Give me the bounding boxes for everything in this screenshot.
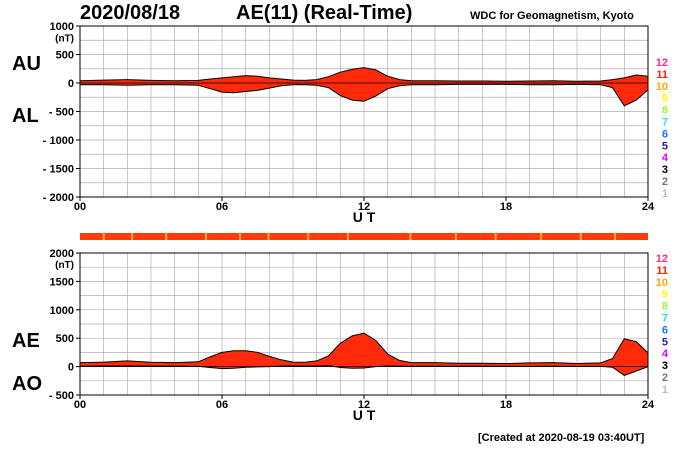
panel1-station-legend-1: 1 <box>662 188 668 200</box>
panel1-station-legend-12: 12 <box>656 57 668 69</box>
chart-date: 2020/08/18 <box>80 2 181 24</box>
station-status-tick <box>454 233 457 240</box>
panel1-series-al <box>80 83 649 107</box>
station-status-tick <box>239 233 242 240</box>
al-label: AL <box>12 105 39 127</box>
panel1-station-legend-3: 3 <box>662 164 668 176</box>
panel2-y-tick-label: 2000 <box>50 248 74 260</box>
panel1-y-tick-label: 1000 <box>50 21 74 33</box>
station-status-tick <box>540 233 543 240</box>
panel1-station-legend-6: 6 <box>662 128 668 140</box>
ao-label: AO <box>12 373 42 395</box>
station-status-strip <box>80 233 648 240</box>
panel1-station-legend-2: 2 <box>662 176 668 188</box>
panel2-x-tick-label: 24 <box>642 399 655 411</box>
panel2-station-legend-10: 10 <box>656 277 668 289</box>
panel2-station-legend-1: 1 <box>662 384 668 396</box>
panel1-x-tick-label: 24 <box>642 201 655 213</box>
station-status-tick <box>346 233 349 240</box>
station-status-tick <box>204 233 207 240</box>
created-timestamp: [Created at 2020-08-19 03:40UT] <box>478 432 645 444</box>
panel2-unit-label: (nT) <box>55 260 74 271</box>
station-status-tick <box>494 233 497 240</box>
panel1-y-tick-label: 0 <box>68 78 74 90</box>
station-status-tick <box>102 233 105 240</box>
panel1-y-tick-label: - 500 <box>49 107 74 119</box>
panel2-y-tick-label: 500 <box>56 333 74 345</box>
au-label: AU <box>12 53 41 75</box>
panel2-x-axis-label: U T <box>353 407 376 423</box>
panel1-y-tick-label: - 1000 <box>43 135 74 147</box>
panel1-station-legend-9: 9 <box>662 93 668 105</box>
panel1-x-tick-label: 06 <box>216 201 228 213</box>
panel2-station-legend-9: 9 <box>662 289 668 301</box>
panel1-x-tick-label: 12 <box>358 201 370 213</box>
panel1-series-au <box>79 67 649 82</box>
panel2-station-legend-12: 12 <box>656 253 668 265</box>
panel1-unit-label: (nT) <box>55 33 74 44</box>
station-status-tick <box>307 233 310 240</box>
panel2-x-tick-label: 12 <box>358 399 370 411</box>
panel2-x-tick-label: 00 <box>74 399 86 411</box>
panel2-band-fill <box>80 333 648 376</box>
panel1-station-legend-10: 10 <box>656 81 668 93</box>
panel1-x-tick-label: 00 <box>74 201 86 213</box>
panel1-y-tick-label: 500 <box>56 50 74 62</box>
station-status-tick <box>267 233 270 240</box>
panel1-x-axis-label: U T <box>353 209 376 225</box>
panel2-y-tick-label: - 500 <box>49 390 74 402</box>
ae-label: AE <box>12 330 40 352</box>
station-status-tick <box>409 233 412 240</box>
panel2-y-tick-label: 0 <box>68 362 74 374</box>
organization-label: WDC for Geomagnetism, Kyoto <box>470 10 634 22</box>
panel1-x-tick-label: 18 <box>500 201 512 213</box>
panel1-station-legend-8: 8 <box>662 105 668 117</box>
panel1-band-fill <box>80 67 648 106</box>
station-status-tick <box>579 233 582 240</box>
chart-title: AE(11) (Real-Time) <box>236 2 413 24</box>
panel2-station-legend-6: 6 <box>662 324 668 336</box>
panel2-station-legend-11: 11 <box>656 265 668 277</box>
panel1-y-tick-label: - 2000 <box>43 192 74 204</box>
panel2-y-tick-label: 1000 <box>50 305 74 317</box>
panel1-station-legend-4: 4 <box>662 152 669 164</box>
panel1-y-tick-label: - 1500 <box>43 164 74 176</box>
panel2-x-tick-label: 18 <box>500 399 512 411</box>
panel2-series-ae <box>79 332 649 365</box>
station-status-tick <box>165 233 168 240</box>
panel2-station-legend-7: 7 <box>662 313 668 325</box>
panel1-station-legend-7: 7 <box>662 117 668 129</box>
panel2-station-legend-5: 5 <box>662 336 668 348</box>
panel2-station-legend-8: 8 <box>662 301 668 313</box>
panel1-station-legend-5: 5 <box>662 140 668 152</box>
station-status-tick <box>613 233 616 240</box>
panel2-x-tick-label: 06 <box>216 399 228 411</box>
panel2-station-legend-3: 3 <box>662 360 668 372</box>
panel2-station-legend-2: 2 <box>662 372 668 384</box>
station-status-tick <box>131 233 134 240</box>
panel2-y-tick-label: 1500 <box>50 276 74 288</box>
panel2-station-legend-4: 4 <box>662 348 669 360</box>
panel1-station-legend-11: 11 <box>656 69 668 81</box>
